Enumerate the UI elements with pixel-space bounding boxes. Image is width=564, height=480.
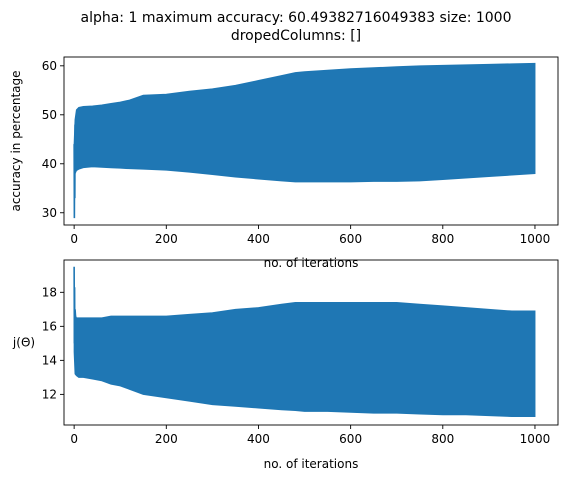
x-tick-label: 1000 (520, 232, 551, 246)
x-tick-label: 400 (247, 232, 270, 246)
axes-frame (63, 56, 559, 226)
y-tick-label: 40 (42, 157, 57, 171)
y-tick-label: 12 (42, 387, 57, 401)
y-tick-label: 30 (42, 206, 57, 220)
x-tick-label: 0 (70, 232, 78, 246)
series-band (73, 62, 536, 183)
series-band (73, 300, 536, 417)
x-tick-label: 800 (431, 432, 454, 446)
x-tick-label: 400 (247, 432, 270, 446)
y-axis-label: accuracy in percentage (9, 70, 23, 211)
series-initial-spike (73, 124, 76, 219)
series-initial-spike (73, 266, 77, 349)
figure-title-line1: alpha: 1 maximum accuracy: 60.4938271604… (81, 10, 512, 26)
x-tick-label: 800 (431, 232, 454, 246)
x-tick-label: 600 (339, 432, 362, 446)
y-tick-label: 18 (42, 285, 57, 299)
y-tick-label: 14 (42, 353, 57, 367)
x-tick-label: 200 (155, 232, 178, 246)
figure-title-line2: dropedColumns: [] (231, 28, 361, 44)
y-tick-label: 60 (42, 59, 57, 73)
x-tick-label: 600 (339, 232, 362, 246)
axes-frame (63, 259, 559, 426)
x-tick-label: 1000 (520, 432, 551, 446)
y-tick-label: 50 (42, 108, 57, 122)
x-tick-label: 200 (155, 432, 178, 446)
x-axis-label: no. of iterations (264, 457, 359, 471)
x-tick-label: 0 (70, 432, 78, 446)
y-tick-label: 16 (42, 319, 57, 333)
accuracy-chart: 0 200 400 600 800 1000 30 40 50 60 no. of iteratio… (9, 56, 559, 270)
y-axis-label: j(Θ) (12, 336, 35, 350)
x-axis-label: no. of iterations (264, 256, 359, 270)
cost-chart: 0 200 400 600 800 1000 12 14 16 18 no. of iteratio… (12, 259, 559, 471)
